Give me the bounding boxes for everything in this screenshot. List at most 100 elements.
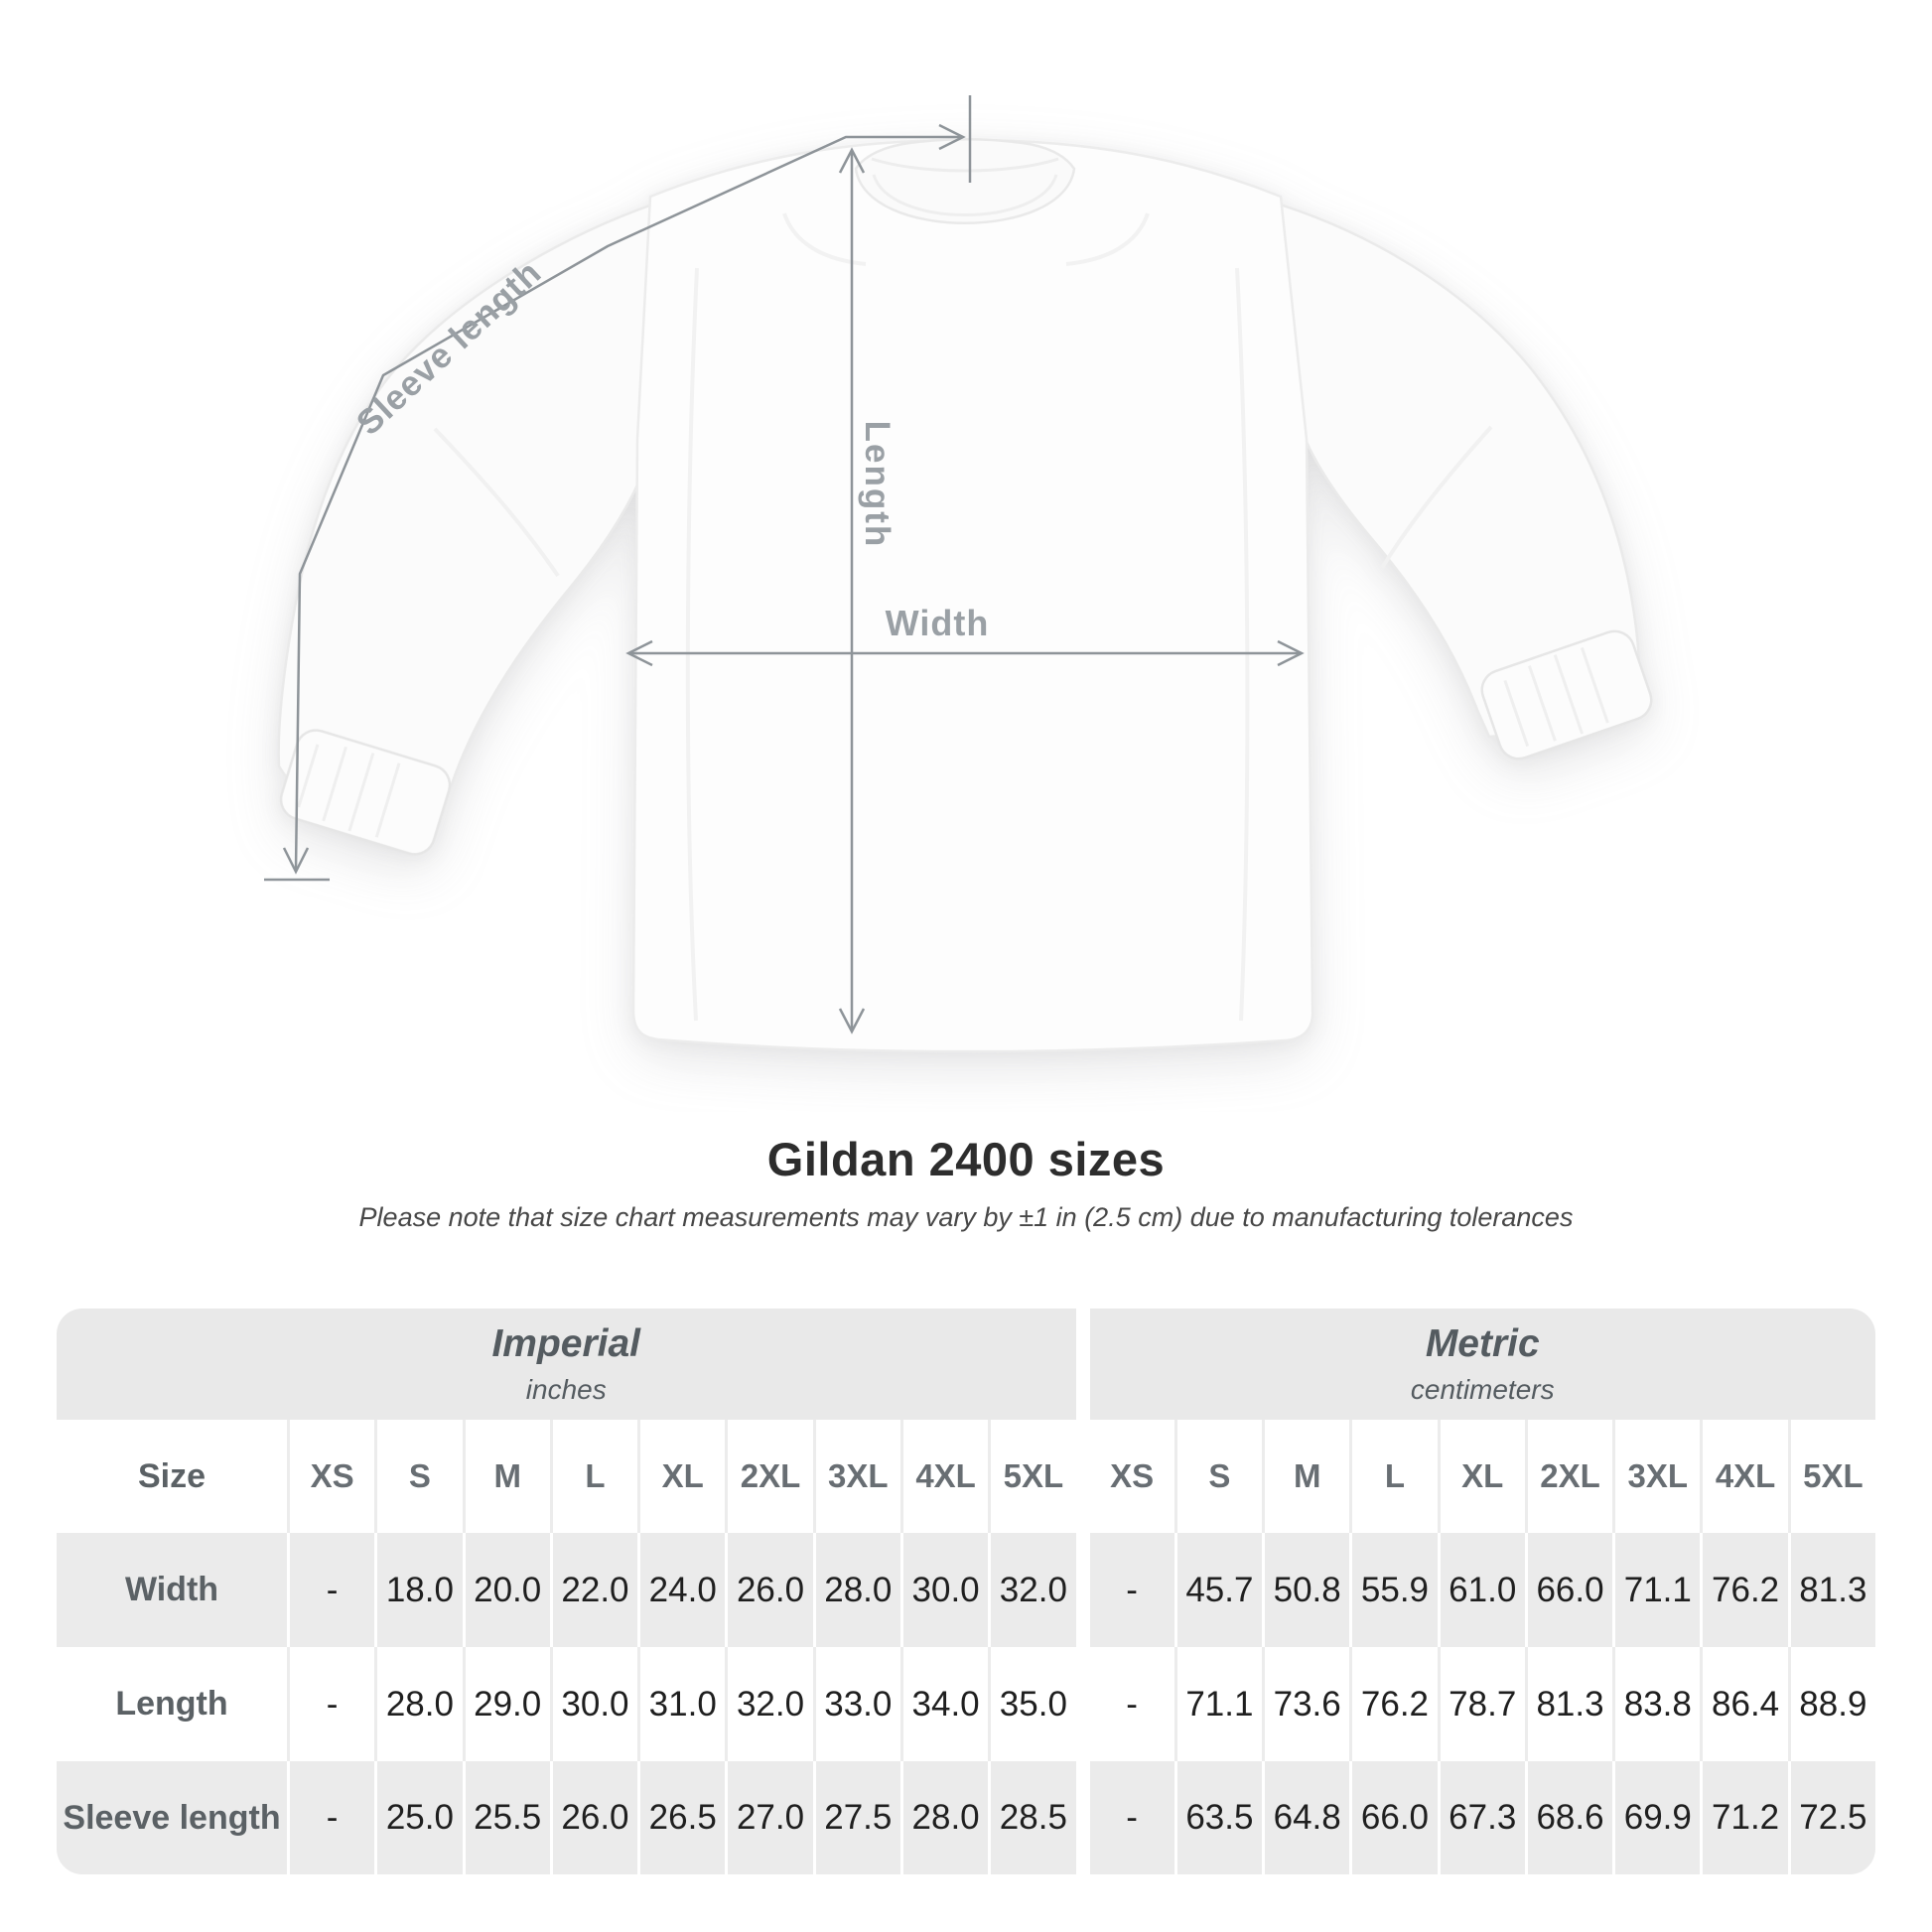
long-sleeve-shirt: [277, 138, 1653, 1053]
size-header-imperial: M: [465, 1420, 550, 1533]
sleeve-length-arrow-down-icon: [282, 847, 310, 875]
table-cell: 28.0: [815, 1533, 900, 1647]
table-cell: 22.0: [552, 1533, 638, 1647]
table-cell: 35.0: [991, 1647, 1076, 1761]
table-cell: 83.8: [1615, 1647, 1701, 1761]
size-header-imperial: 3XL: [815, 1420, 900, 1533]
table-cell: 78.7: [1440, 1647, 1525, 1761]
heading-block: Gildan 2400 sizes Please note that size …: [0, 1132, 1932, 1233]
collar: [854, 138, 1076, 224]
table-cell: 76.2: [1352, 1647, 1438, 1761]
right-cuff: [1480, 629, 1653, 760]
table-cell: 18.0: [377, 1533, 463, 1647]
row-label: Sleeve length: [57, 1761, 287, 1874]
size-header-metric: M: [1265, 1420, 1350, 1533]
size-header-metric: 4XL: [1703, 1420, 1788, 1533]
table-cell: 27.5: [815, 1761, 900, 1874]
table-cell: 28.0: [902, 1761, 989, 1874]
table-cell: 81.3: [1527, 1647, 1613, 1761]
metric-unit-header: Metric centimeters: [1089, 1309, 1875, 1420]
table-cell: 86.4: [1703, 1647, 1788, 1761]
table-cell: 61.0: [1440, 1533, 1525, 1647]
left-sleeve: [277, 202, 657, 811]
page-title: Gildan 2400 sizes: [766, 1133, 1166, 1185]
table-cell: 71.1: [1615, 1533, 1701, 1647]
table-cell: 55.9: [1352, 1533, 1438, 1647]
table-cell: 67.3: [1440, 1761, 1525, 1874]
table-cell: 34.0: [902, 1647, 989, 1761]
table-cell: 32.0: [728, 1647, 813, 1761]
table-cell: 20.0: [465, 1533, 550, 1647]
table-cell: -: [290, 1533, 375, 1647]
length-arrow-up-icon: [838, 147, 866, 174]
size-header-imperial: 5XL: [991, 1420, 1076, 1533]
table-cell: 26.0: [728, 1533, 813, 1647]
table-cell: 33.0: [815, 1647, 900, 1761]
width-arrow-left-icon: [625, 639, 653, 667]
table-cell: 30.0: [902, 1533, 989, 1647]
imperial-sublabel: inches: [525, 1374, 607, 1405]
size-header-metric: 5XL: [1790, 1420, 1875, 1533]
width-label: Width: [886, 603, 990, 643]
table-cell: -: [1089, 1533, 1174, 1647]
table-cell: 28.0: [377, 1647, 463, 1761]
metric-label: Metric: [1425, 1322, 1540, 1365]
size-header-imperial: XS: [290, 1420, 375, 1533]
table-cell: 27.0: [728, 1761, 813, 1874]
shirt-illustration: Sleeve length Length Width: [264, 95, 1653, 1053]
table-cell: 45.7: [1176, 1533, 1263, 1647]
size-header-imperial: 4XL: [902, 1420, 989, 1533]
imperial-unit-header: Imperial inches: [57, 1309, 1076, 1420]
table-cell: 32.0: [991, 1533, 1076, 1647]
table-cell: -: [290, 1761, 375, 1874]
size-header-imperial: L: [552, 1420, 638, 1533]
table-cell: 26.5: [640, 1761, 726, 1874]
table-cell: 31.0: [640, 1647, 726, 1761]
sleeve-length-arrow-right-icon: [938, 123, 966, 151]
metric-sublabel: centimeters: [1410, 1374, 1555, 1405]
shirt-body: [631, 138, 1314, 1053]
size-header-metric: 2XL: [1527, 1420, 1613, 1533]
table-cell: 71.2: [1703, 1761, 1788, 1874]
length-label: Length: [858, 421, 897, 549]
table-cell: 66.0: [1352, 1761, 1438, 1874]
table-cell: 76.2: [1703, 1533, 1788, 1647]
table-cell: 30.0: [552, 1647, 638, 1761]
table-cell: 29.0: [465, 1647, 550, 1761]
size-header-imperial: 2XL: [728, 1420, 813, 1533]
sleeve-length-line: [294, 135, 961, 871]
table-cell: 50.8: [1265, 1533, 1350, 1647]
size-header-metric: L: [1352, 1420, 1438, 1533]
table-cell: 24.0: [640, 1533, 726, 1647]
table-cell: 69.9: [1615, 1761, 1701, 1874]
table-cell: 25.5: [465, 1761, 550, 1874]
size-header-imperial: S: [377, 1420, 463, 1533]
table-cell: 68.6: [1527, 1761, 1613, 1874]
imperial-label: Imperial: [491, 1322, 641, 1365]
length-arrow-down-icon: [838, 1008, 866, 1035]
size-header-metric: XS: [1089, 1420, 1174, 1533]
size-column-header: Size: [57, 1420, 287, 1533]
table-cell: 28.5: [991, 1761, 1076, 1874]
table-cell: 71.1: [1176, 1647, 1263, 1761]
size-table: Imperial inches Metric centimeters Size X…: [57, 1309, 1875, 1874]
table-cell: 64.8: [1265, 1761, 1350, 1874]
table-cell: 88.9: [1790, 1647, 1875, 1761]
size-header-metric: XL: [1440, 1420, 1525, 1533]
table-cell: 25.0: [377, 1761, 463, 1874]
size-header-imperial: XL: [640, 1420, 726, 1533]
width-arrow-right-icon: [1277, 639, 1305, 667]
table-cell: 73.6: [1265, 1647, 1350, 1761]
table-cell: -: [1089, 1647, 1174, 1761]
size-header-metric: S: [1176, 1420, 1263, 1533]
table-cell: -: [290, 1647, 375, 1761]
right-sleeve: [1275, 202, 1641, 739]
row-label: Length: [57, 1647, 287, 1761]
size-header-metric: 3XL: [1615, 1420, 1701, 1533]
table-cell: 66.0: [1527, 1533, 1613, 1647]
table-cell: 72.5: [1790, 1761, 1875, 1874]
measurement-annotations: [264, 95, 1305, 1035]
table-cell: 26.0: [552, 1761, 638, 1874]
row-label: Width: [57, 1533, 287, 1647]
